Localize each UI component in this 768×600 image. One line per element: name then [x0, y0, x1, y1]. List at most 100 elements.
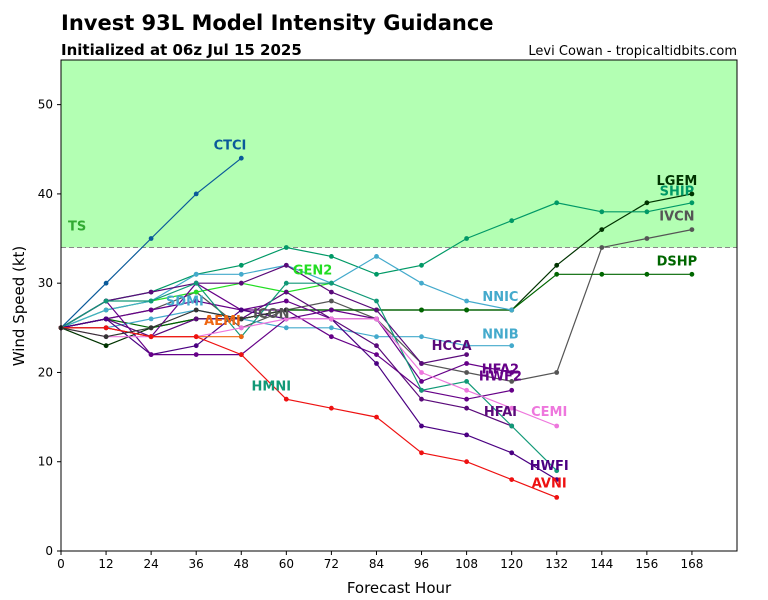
x-tick-label: 24	[143, 557, 158, 571]
series-line	[60, 318, 557, 427]
data-point	[509, 370, 515, 375]
y-tick-label: 40	[38, 187, 53, 201]
data-point	[283, 316, 289, 322]
series-layer	[58, 155, 695, 500]
series-line	[60, 229, 693, 383]
data-point	[464, 236, 469, 241]
data-point	[238, 271, 244, 277]
data-point	[509, 379, 515, 384]
data-point	[374, 352, 379, 357]
data-point	[464, 298, 469, 304]
data-point	[283, 262, 289, 268]
data-point	[464, 432, 469, 438]
data-point	[554, 370, 560, 375]
x-tick-label: 156	[635, 557, 658, 571]
data-point	[419, 307, 424, 313]
data-point	[464, 405, 469, 411]
plot-frame	[60, 59, 738, 552]
data-point	[509, 218, 515, 224]
series-label: NNIB	[482, 328, 519, 343]
chart-subtitle: Initialized at 06z Jul 15 2025	[61, 41, 302, 59]
data-point	[689, 227, 695, 233]
data-point	[374, 334, 379, 340]
series-cmc	[58, 307, 289, 340]
data-point	[103, 334, 109, 340]
data-point	[283, 289, 289, 295]
data-point	[509, 307, 515, 313]
data-point	[329, 254, 334, 259]
data-point	[509, 343, 515, 349]
series-label: DSHP	[657, 254, 698, 269]
data-point	[419, 361, 424, 366]
x-axis: 0 12 24 36 48 60 72 84 96 108 120 132 144 156 168	[57, 551, 703, 571]
data-point	[689, 191, 695, 197]
data-point	[238, 334, 244, 340]
data-point	[464, 307, 469, 313]
series-label: HWFI	[530, 459, 569, 474]
series-label: CEMI	[531, 405, 567, 420]
data-point	[419, 370, 424, 375]
x-tick-label: 144	[590, 557, 613, 571]
data-point	[509, 405, 515, 411]
data-point	[419, 387, 424, 393]
data-point	[283, 396, 289, 402]
series-label: AEMI	[204, 314, 241, 329]
data-point	[554, 200, 560, 206]
series-label: SHIP	[660, 185, 695, 200]
x-tick-label: 132	[545, 557, 568, 571]
data-point	[148, 325, 154, 331]
data-point	[374, 271, 379, 277]
data-point	[238, 155, 244, 161]
data-point	[419, 262, 424, 268]
data-point	[283, 280, 289, 286]
data-point	[554, 262, 560, 268]
data-point	[329, 334, 334, 340]
data-point	[374, 254, 379, 259]
data-point	[193, 271, 199, 277]
data-point	[374, 316, 379, 322]
data-point	[148, 316, 154, 322]
series-line	[60, 300, 377, 356]
data-point	[103, 343, 109, 349]
series-line	[60, 282, 558, 472]
chart-credit: Levi Cowan - tropicaltidbits.com	[528, 44, 737, 59]
data-point	[509, 450, 515, 456]
series-label: CTCI	[214, 138, 247, 153]
data-point	[644, 236, 650, 241]
series-label: HCCA	[432, 339, 472, 354]
data-point	[374, 307, 379, 313]
x-tick-label: 60	[279, 557, 294, 571]
series-label: SDMI	[166, 295, 204, 310]
data-point	[103, 280, 109, 286]
data-point	[238, 280, 244, 286]
data-point	[238, 262, 244, 268]
data-point	[148, 236, 154, 241]
x-tick-label: 72	[324, 557, 339, 571]
data-point	[103, 298, 109, 304]
x-tick-label: 96	[414, 557, 429, 571]
data-point	[283, 298, 289, 304]
data-point	[374, 298, 379, 304]
x-tick-label: 120	[500, 557, 523, 571]
data-point	[689, 271, 695, 277]
ts-region	[61, 60, 737, 248]
series-label: HFA2	[482, 362, 519, 377]
ts-label: TS	[68, 219, 86, 234]
series-line	[61, 327, 557, 498]
x-tick-label: 108	[455, 557, 478, 571]
series-line	[60, 264, 467, 365]
y-tick-label: 0	[45, 544, 53, 558]
data-point	[464, 459, 469, 465]
series-label: GEN2	[293, 263, 332, 278]
data-point	[193, 289, 199, 295]
chart-title: Invest 93L Model Intensity Guidance	[61, 11, 494, 35]
data-point	[238, 316, 244, 322]
data-point	[329, 325, 334, 331]
series-hmni	[58, 280, 560, 474]
data-point	[329, 307, 334, 313]
data-point	[148, 307, 154, 313]
data-point	[148, 289, 154, 295]
data-point	[193, 298, 199, 304]
x-tick-label: 84	[369, 557, 384, 571]
